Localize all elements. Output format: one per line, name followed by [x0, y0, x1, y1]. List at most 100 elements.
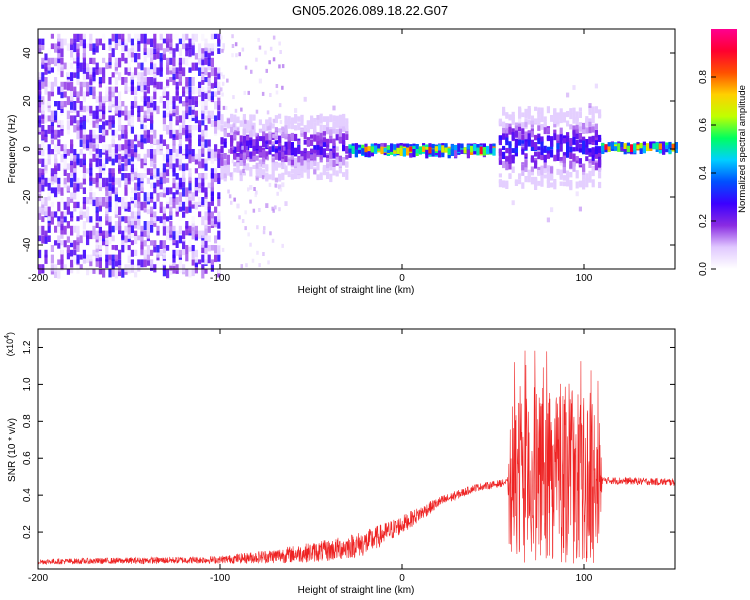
spectrogram-cell-834 — [134, 192, 138, 200]
spectrogram-cell-1874 — [281, 126, 285, 133]
spectrogram-cell-2508 — [521, 164, 525, 171]
spectrogram-cell-1982 — [303, 96, 307, 102]
spectrogram-cell-2576 — [537, 146, 541, 151]
spectrogram-cell-1290 — [185, 96, 189, 103]
spectrogram-cell-2651 — [553, 129, 557, 134]
spectrogram-cell-2575 — [537, 180, 541, 186]
spectrogram-cell-54 — [41, 101, 45, 109]
spectrogram-cell-550 — [98, 38, 102, 46]
spectrogram-cell-1002 — [153, 168, 157, 175]
spectrogram-cell-2482 — [514, 138, 518, 147]
spectrogram-cell-1847 — [274, 177, 278, 183]
spectrogram-cell-3099 — [279, 120, 283, 124]
spectrogram-cell-1802 — [265, 133, 269, 141]
spectrogram-cell-2999 — [265, 68, 268, 73]
spectrogram-cell-1256 — [182, 153, 186, 160]
spectrogram-cell-1345 — [191, 149, 195, 157]
spectrogram-cell-1883 — [284, 115, 288, 123]
spectrogram-cell-676 — [114, 96, 118, 106]
spectrogram-cell-853 — [137, 259, 141, 266]
spectrogram-cell-866 — [137, 139, 141, 148]
spectrogram-cell-2150 — [342, 172, 346, 177]
spectrogram-cell-1518 — [210, 149, 214, 159]
spectrogram-cell-1920 — [290, 132, 294, 142]
spectrogram-cell-2502 — [521, 182, 525, 189]
spectrogram-cell-897 — [140, 105, 144, 112]
spectrogram-cell-1908 — [290, 168, 294, 174]
spectrogram-cell-2001 — [310, 134, 314, 139]
spectrogram-cell-1548 — [214, 77, 218, 87]
spectrogram-cell-965 — [150, 216, 154, 225]
spectrogram-cell-573 — [102, 67, 106, 77]
spectrogram-cell-1814 — [268, 117, 272, 125]
spectrogram-cell-873 — [137, 72, 141, 81]
spectrogram-cell-428 — [86, 72, 90, 80]
spectrogram-cell-2792 — [585, 173, 589, 181]
spectrogram-cell-2967 — [665, 145, 669, 150]
spectrogram-cell-939 — [146, 221, 150, 231]
spectrogram-cell-1463 — [204, 125, 208, 131]
spectrogram-cell-3063 — [274, 131, 278, 136]
spectrogram-cell-3081 — [261, 91, 265, 96]
spectrogram-cell-1740 — [252, 141, 256, 146]
spectrogram-cell-2021 — [313, 122, 317, 130]
spectrogram-cell-513 — [95, 96, 99, 104]
spectrogram-cell-2425 — [502, 106, 506, 115]
x-tick-label: 0 — [399, 573, 405, 584]
spectrogram-cell-962 — [150, 240, 154, 246]
spectrogram-cell-1164 — [172, 192, 176, 199]
spectrogram-cell-2996 — [269, 46, 273, 51]
spectrogram-cell-543 — [98, 101, 102, 110]
spectrogram-cell-539 — [98, 125, 102, 133]
spectrogram-cell-2589 — [540, 181, 544, 187]
spectrogram-cell-1979 — [303, 152, 307, 162]
spectrogram-cell-815 — [130, 101, 134, 110]
spectrogram-cell-765 — [127, 249, 131, 256]
spectrogram-x-axis-label: Height of straight line (km) — [298, 285, 415, 296]
spectrogram-cell-2178 — [351, 145, 355, 152]
spectrogram-cell-3026 — [228, 149, 231, 154]
spectrogram-cell-2540 — [527, 111, 531, 120]
spectrogram-cell-663 — [114, 221, 118, 231]
spectrogram-cell-2957 — [658, 143, 662, 149]
spectrogram-cell-1532 — [214, 235, 218, 244]
spectrogram-cell-1337 — [191, 230, 195, 240]
spectrogram-cell-105 — [47, 91, 51, 101]
spectrogram-cell-2521 — [524, 113, 528, 119]
spectrogram-cell-1454 — [204, 197, 208, 203]
spectrogram-cell-496 — [95, 211, 99, 222]
spectrogram-cell-385 — [82, 201, 86, 210]
spectrogram-cell-1298 — [188, 269, 192, 278]
spectrogram-cell-602 — [108, 259, 112, 266]
spectrogram-cell-305 — [73, 192, 77, 200]
spectrogram-cell-1832 — [271, 141, 275, 147]
spectrogram-cell-2149 — [342, 114, 346, 121]
snr-scale-prefix: (x10 — [5, 339, 15, 357]
spectrogram-cell-1555 — [217, 249, 221, 255]
spectrogram-cell-1651 — [233, 153, 237, 160]
colorbar: 0.00.20.40.60.8 Normalized spectral ampl… — [698, 29, 748, 276]
spectrogram-cell-3095 — [224, 106, 228, 110]
spectrogram-cell-69 — [44, 177, 48, 187]
spectrogram-cell-563 — [102, 144, 106, 153]
spectrogram-cell-869 — [137, 110, 141, 117]
spectrogram-cell-1175 — [172, 110, 176, 117]
spectrogram-cell-684 — [118, 269, 122, 277]
spectrogram-cell-416 — [86, 216, 90, 223]
spectrogram-cell-3038 — [244, 210, 247, 215]
spectrogram-cell-1045 — [159, 240, 163, 249]
spectrogram-cell-1080 — [162, 187, 166, 194]
spectrogram-cell-503 — [95, 158, 99, 167]
spectrogram-cell-576 — [102, 33, 106, 43]
spectrogram-cell-1275 — [185, 225, 189, 236]
spectrogram-cell-1198 — [175, 149, 179, 158]
spectrogram-cell-1569 — [217, 149, 221, 159]
spectrogram-cell-2577 — [537, 151, 541, 160]
spectrogram-cell-1278 — [185, 197, 189, 207]
spectrogram-cell-547 — [98, 81, 102, 88]
spectrogram-cell-572 — [102, 77, 106, 84]
y-tick-label: -20 — [22, 189, 33, 204]
spectrogram-cell-1407 — [201, 269, 205, 279]
spectrogram-cell-1197 — [175, 158, 179, 168]
spectrogram-cell-125 — [50, 129, 54, 139]
